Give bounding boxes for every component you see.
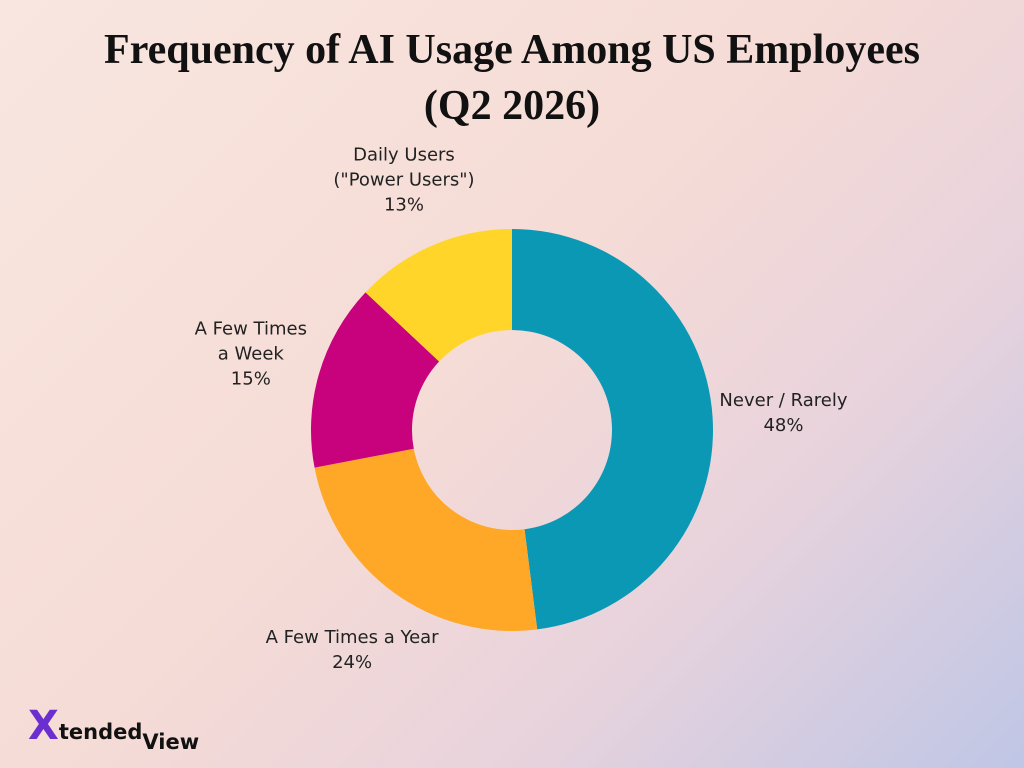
logo: XtendedView	[28, 703, 199, 754]
logo-suffix: View	[142, 730, 200, 754]
slice-label: Never / Rarely 48%	[719, 388, 847, 438]
category-label: Never / Rarely	[719, 389, 848, 411]
value-label: 15%	[230, 368, 271, 390]
chart-title: Frequency of AI Usage Among US Employees…	[104, 27, 920, 129]
slice-label: A Few Times a Year 24%	[266, 625, 439, 675]
donut-slice	[311, 292, 440, 468]
category-label: Daily Users ("Power Users")	[333, 144, 475, 191]
donut-slice	[314, 448, 538, 631]
donut-slice	[512, 229, 713, 630]
logo-mark: X	[28, 703, 59, 749]
category-label: A Few Times a Year	[265, 627, 439, 649]
slice-label: A Few Times a Week 15%	[195, 317, 307, 392]
donut-slice	[365, 229, 512, 362]
value-label: 24%	[332, 652, 373, 674]
logo-text: tended	[58, 720, 143, 744]
category-label: A Few Times a Week	[194, 318, 307, 365]
slice-label: Daily Users ("Power Users") 13%	[333, 143, 474, 218]
value-label: 48%	[763, 414, 804, 436]
value-label: 13%	[383, 194, 424, 216]
